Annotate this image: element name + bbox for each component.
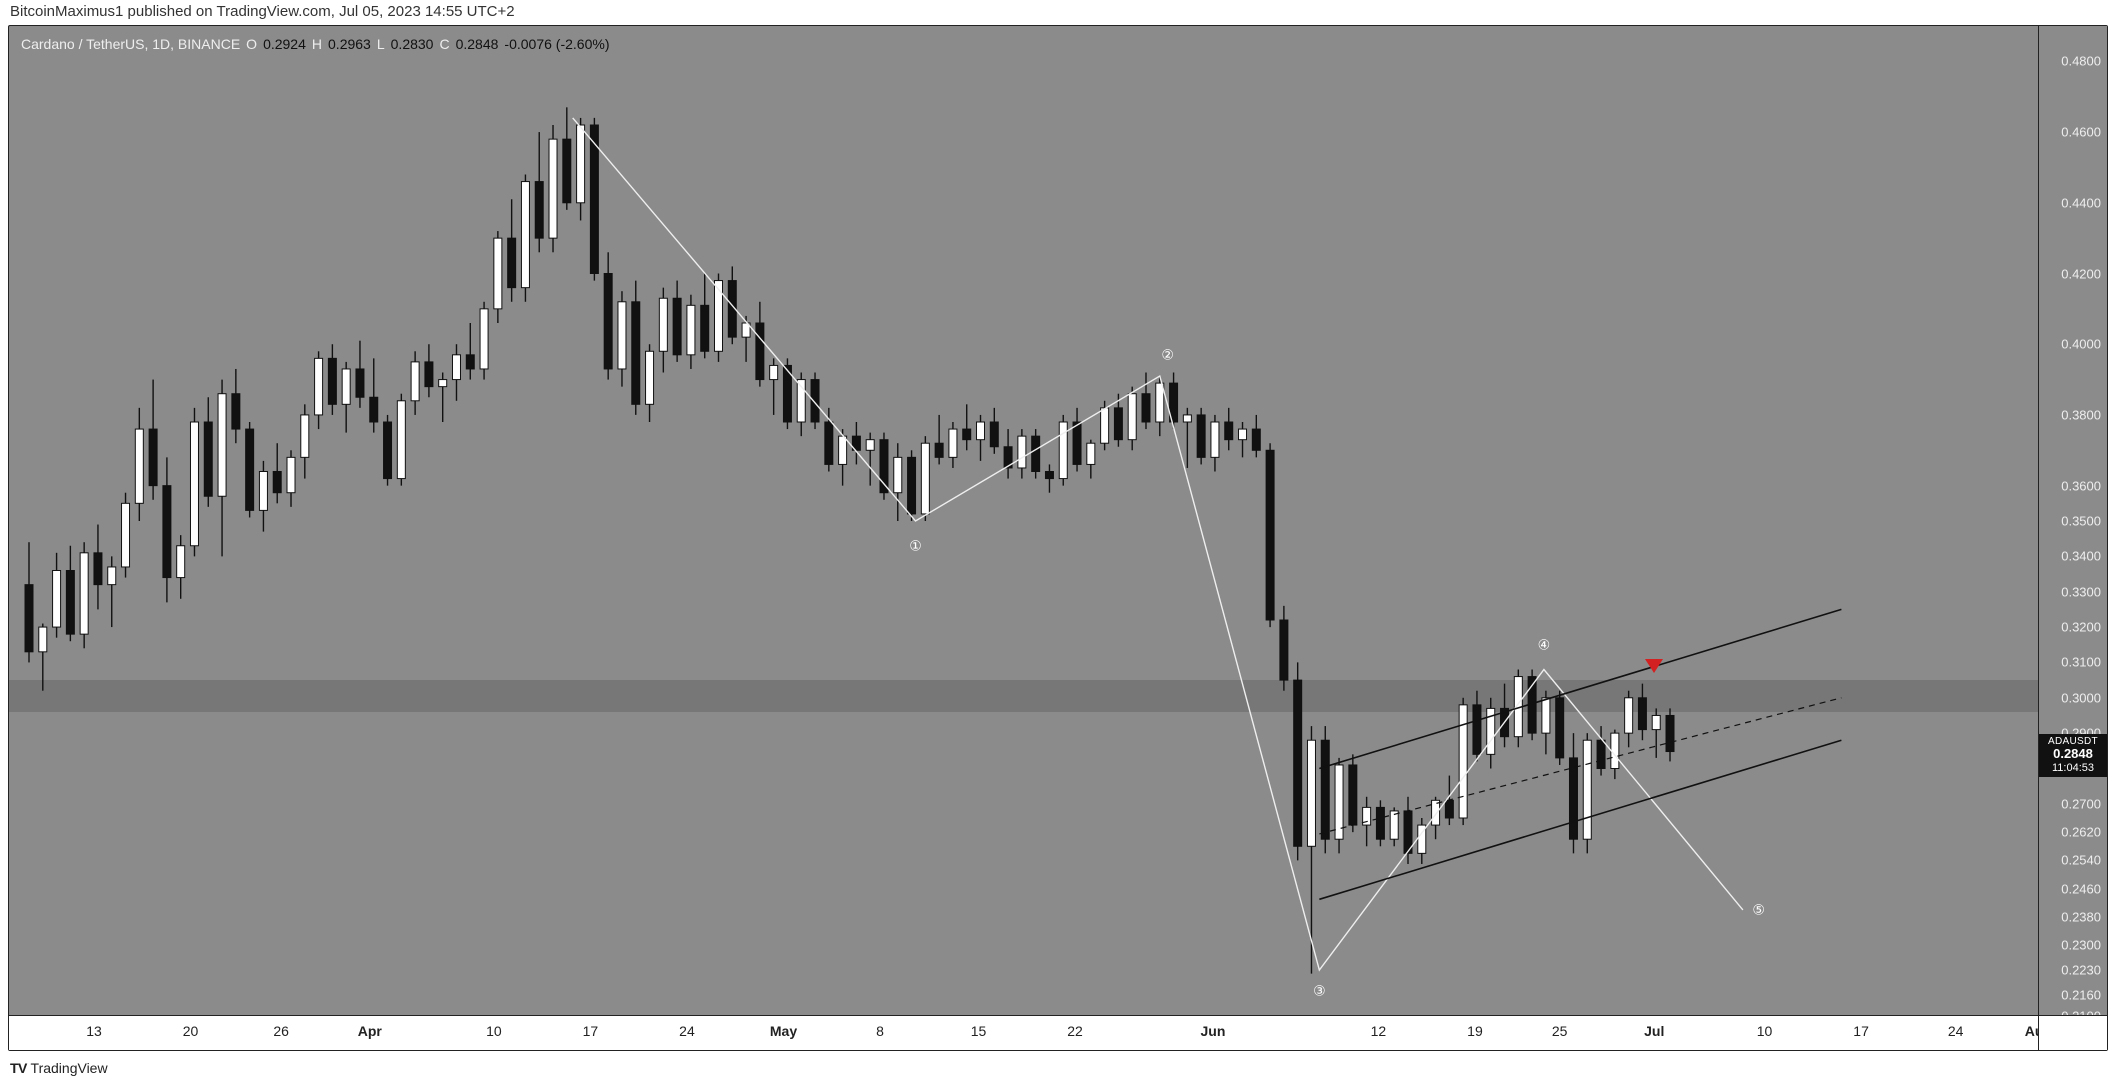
x-tick-label: 17 [583, 1023, 599, 1039]
bearish-marker-icon [1645, 659, 1663, 673]
x-tick-label: Jul [1644, 1023, 1664, 1039]
x-tick-label: 26 [273, 1023, 289, 1039]
y-tick-label: 0.2700 [2061, 796, 2101, 811]
x-tick-label: 15 [971, 1023, 987, 1039]
x-tick-label: Apr [358, 1023, 382, 1039]
y-tick-label: 0.3500 [2061, 514, 2101, 529]
brand-name: TradingView [31, 1060, 108, 1076]
wave-label: ③ [1313, 983, 1326, 1000]
y-tick-label: 0.2460 [2061, 881, 2101, 896]
x-tick-label: Jun [1201, 1023, 1226, 1039]
y-tick-label: 0.2620 [2061, 825, 2101, 840]
y-tick-label: 0.4600 [2061, 125, 2101, 140]
x-tick-label: 19 [1467, 1023, 1483, 1039]
chart-svg [9, 26, 2039, 1016]
wave-label: ⑤ [1752, 901, 1765, 918]
plot-area[interactable]: Cardano / TetherUS, 1D, BINANCE O 0.2924… [9, 26, 2039, 1016]
x-tick-label: 20 [183, 1023, 199, 1039]
y-tick-label: 0.4200 [2061, 266, 2101, 281]
y-tick-label: 0.2160 [2061, 987, 2101, 1002]
y-tick-label: 0.3200 [2061, 620, 2101, 635]
wave-label: ① [909, 537, 922, 554]
y-tick-label: 0.2380 [2061, 910, 2101, 925]
last-price-tag: ADAUSDT0.284811:04:53 [2039, 734, 2107, 777]
y-tick-label: 0.3800 [2061, 407, 2101, 422]
x-tick-label: May [770, 1023, 797, 1039]
y-tick-label: 0.3600 [2061, 478, 2101, 493]
y-tick-label: 0.4800 [2061, 54, 2101, 69]
wave-label: ④ [1538, 636, 1551, 653]
axis-corner [2038, 1015, 2107, 1050]
y-tick-label: 0.3300 [2061, 584, 2101, 599]
x-tick-label: 13 [86, 1023, 102, 1039]
y-tick-label: 0.3100 [2061, 655, 2101, 670]
x-tick-label: 10 [1757, 1023, 1773, 1039]
x-tick-label: 12 [1371, 1023, 1387, 1039]
y-tick-label: 0.3000 [2061, 690, 2101, 705]
x-tick-label: 17 [1853, 1023, 1869, 1039]
brand-logo: TV [10, 1060, 27, 1076]
page: BitcoinMaximus1 published on TradingView… [0, 0, 2114, 1079]
y-tick-label: 0.2300 [2061, 938, 2101, 953]
x-axis[interactable]: 13 20 26 Apr 10 17 24 May 8 15 22 Jun 12 19 25 Jul 10 17 2… [9, 1015, 2039, 1050]
publish-text: BitcoinMaximus1 published on TradingView… [10, 3, 515, 20]
y-tick-label: 0.4000 [2061, 337, 2101, 352]
x-tick-label: 24 [1948, 1023, 1964, 1039]
y-tick-label: 0.4400 [2061, 195, 2101, 210]
x-tick-label: 22 [1067, 1023, 1083, 1039]
x-tick-label: 8 [876, 1023, 884, 1039]
x-tick-label: 25 [1552, 1023, 1568, 1039]
brand: TV TradingView [10, 1060, 108, 1076]
y-axis[interactable]: 0.4800 0.4600 0.4400 0.4200 0.4000 0.3800 0.36… [2038, 26, 2107, 1016]
y-tick-label: 0.2230 [2061, 963, 2101, 978]
chart-frame: Cardano / TetherUS, 1D, BINANCE O 0.2924… [8, 25, 2108, 1051]
y-tick-label: 0.3400 [2061, 549, 2101, 564]
wave-label: ② [1161, 346, 1174, 363]
x-tick-label: 10 [486, 1023, 502, 1039]
x-tick-label: 24 [679, 1023, 695, 1039]
y-tick-label: 0.2540 [2061, 853, 2101, 868]
